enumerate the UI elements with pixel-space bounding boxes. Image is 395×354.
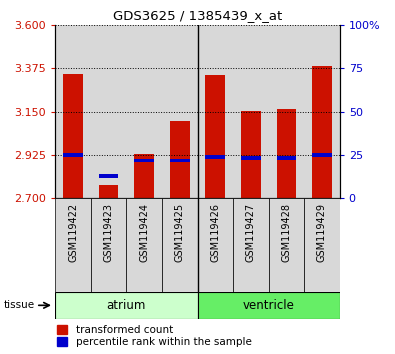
Bar: [63, 153, 83, 156]
Text: GSM119429: GSM119429: [317, 203, 327, 262]
Text: GSM119427: GSM119427: [246, 203, 256, 262]
Bar: [205, 155, 225, 159]
Bar: [99, 185, 118, 198]
Bar: [276, 156, 296, 160]
Bar: [241, 110, 261, 198]
Bar: [198, 25, 233, 198]
Bar: [170, 159, 190, 162]
Title: GDS3625 / 1385439_x_at: GDS3625 / 1385439_x_at: [113, 9, 282, 22]
Bar: [99, 174, 118, 178]
Bar: [55, 25, 91, 198]
Text: tissue: tissue: [4, 300, 35, 310]
Bar: [312, 66, 332, 198]
Bar: [276, 109, 296, 198]
Bar: [205, 75, 225, 198]
Text: atrium: atrium: [107, 299, 146, 312]
Bar: [55, 292, 198, 319]
Bar: [241, 156, 261, 160]
Bar: [162, 25, 198, 198]
Text: GSM119423: GSM119423: [103, 203, 114, 262]
Bar: [312, 153, 332, 156]
Bar: [162, 198, 198, 292]
Bar: [126, 25, 162, 198]
Bar: [198, 292, 340, 319]
Bar: [55, 198, 91, 292]
Bar: [198, 198, 233, 292]
Bar: [63, 74, 83, 198]
Legend: transformed count, percentile rank within the sample: transformed count, percentile rank withi…: [57, 325, 252, 347]
Bar: [126, 198, 162, 292]
Bar: [170, 121, 190, 198]
Bar: [91, 198, 126, 292]
Bar: [134, 159, 154, 162]
Bar: [304, 25, 340, 198]
Text: GSM119424: GSM119424: [139, 203, 149, 262]
Bar: [233, 25, 269, 198]
Bar: [134, 154, 154, 198]
Text: GSM119426: GSM119426: [210, 203, 220, 262]
Text: ventricle: ventricle: [243, 299, 295, 312]
Bar: [304, 198, 340, 292]
Bar: [269, 198, 304, 292]
Text: GSM119422: GSM119422: [68, 203, 78, 262]
Text: GSM119425: GSM119425: [175, 203, 185, 262]
Bar: [233, 198, 269, 292]
Text: GSM119428: GSM119428: [281, 203, 292, 262]
Bar: [269, 25, 304, 198]
Bar: [91, 25, 126, 198]
